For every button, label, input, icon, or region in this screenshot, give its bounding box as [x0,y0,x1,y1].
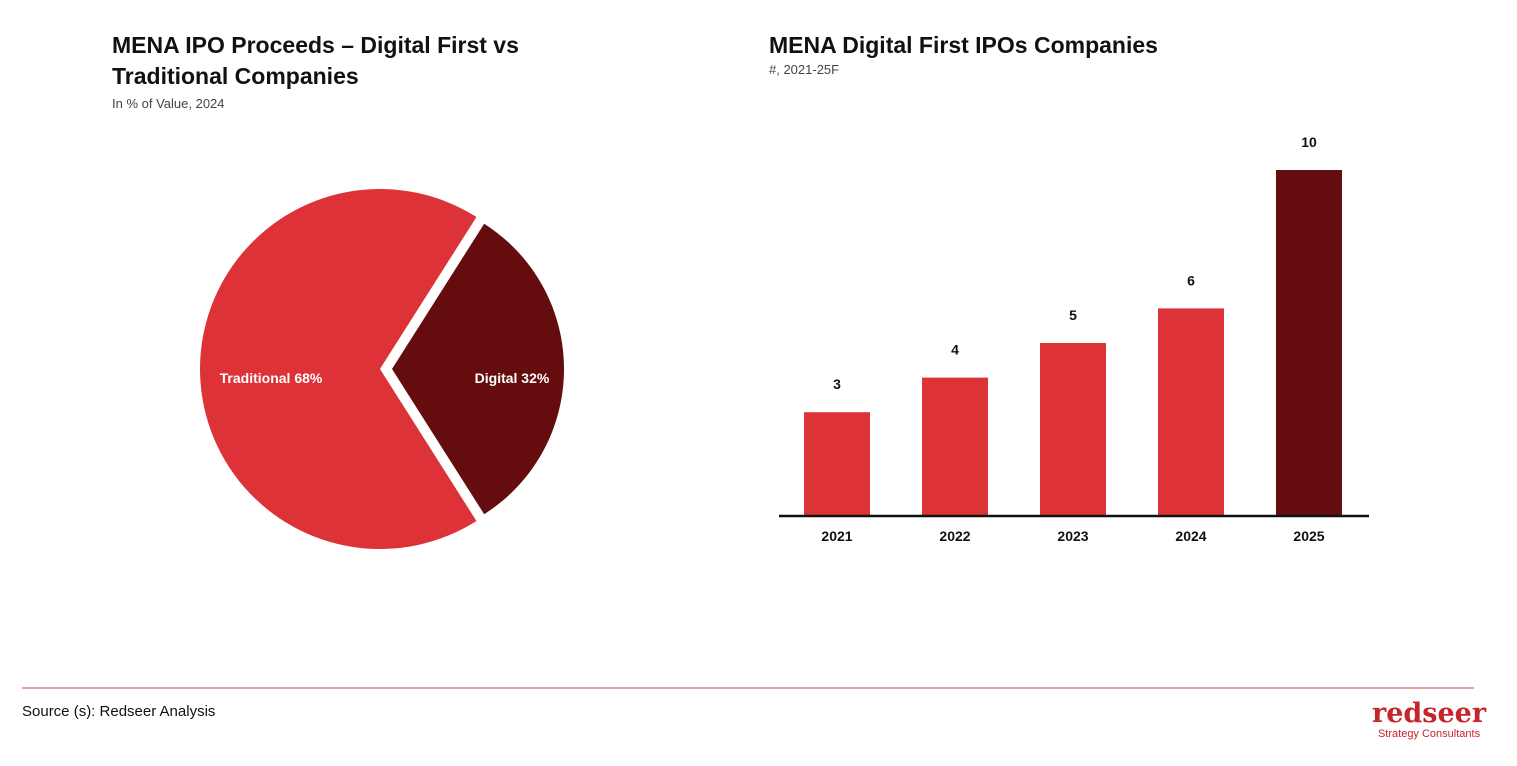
pie-label-traditional: Traditional 68% [220,370,323,386]
bar-2024 [1158,308,1224,516]
logo-wordmark: redseer [1372,698,1487,729]
bar-value-label: 6 [1187,272,1195,288]
bar-value-label: 3 [833,376,841,392]
bar-2025 [1276,170,1342,516]
bar-value-label: 4 [951,342,959,358]
x-tick-label: 2024 [1175,528,1206,544]
pie-slice-digital [392,223,565,515]
bar-2021 [804,412,870,516]
bar-title: MENA Digital First IPOs Companies [769,32,1158,58]
x-tick-label: 2021 [821,528,852,544]
bar-value-label: 10 [1301,134,1317,150]
pie-subtitle: In % of Value, 2024 [112,96,225,111]
bar-subtitle: #, 2021-25F [769,62,840,77]
footer-divider [22,687,1474,689]
source-note: Source (s): Redseer Analysis [22,703,216,720]
pie-label-digital: Digital 32% [475,370,550,386]
redseer-logo: redseer Strategy Consultants [1372,698,1487,741]
logo-tagline: Strategy Consultants [1377,728,1481,740]
pie-slice-traditional [199,189,477,549]
x-tick-label: 2022 [939,528,970,544]
bar-2022 [922,377,988,516]
x-tick-label: 2025 [1293,528,1324,544]
bar-2023 [1040,343,1106,516]
x-tick-label: 2023 [1057,528,1088,544]
bar-value-label: 5 [1069,307,1077,323]
pie-title: MENA IPO Proceeds – Digital First vs Tra… [112,32,519,89]
